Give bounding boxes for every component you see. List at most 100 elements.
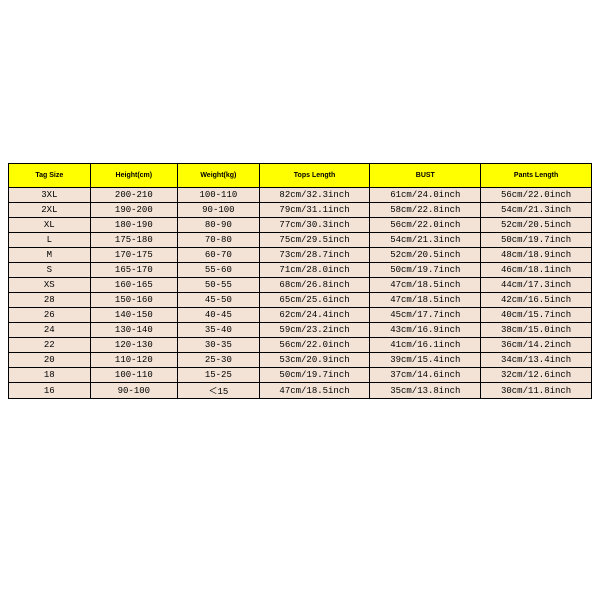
- table-cell: ＜15: [178, 383, 260, 399]
- table-cell: 200-210: [90, 188, 177, 203]
- table-cell: 60-70: [178, 248, 260, 263]
- size-chart-table: Tag SizeHeight(cm)Weight(kg)Tops LengthB…: [8, 163, 592, 399]
- table-cell: 130-140: [90, 323, 177, 338]
- table-cell: 160-165: [90, 278, 177, 293]
- table-cell: 54cm/21.3inch: [370, 233, 481, 248]
- table-header-row: Tag SizeHeight(cm)Weight(kg)Tops LengthB…: [9, 164, 592, 188]
- column-header: Height(cm): [90, 164, 177, 188]
- table-cell: 100-110: [178, 188, 260, 203]
- table-cell: 45-50: [178, 293, 260, 308]
- table-row: 26140-15040-4562cm/24.4inch45cm/17.7inch…: [9, 308, 592, 323]
- table-row: L175-18070-8075cm/29.5inch54cm/21.3inch5…: [9, 233, 592, 248]
- table-cell: 52cm/20.5inch: [481, 218, 592, 233]
- table-cell: 140-150: [90, 308, 177, 323]
- table-cell: 16: [9, 383, 91, 399]
- table-cell: 175-180: [90, 233, 177, 248]
- table-cell: 71cm/28.0inch: [259, 263, 370, 278]
- table-cell: 47cm/18.5inch: [370, 293, 481, 308]
- column-header: Weight(kg): [178, 164, 260, 188]
- table-cell: 48cm/18.9inch: [481, 248, 592, 263]
- table-cell: M: [9, 248, 91, 263]
- table-cell: 50cm/19.7inch: [481, 233, 592, 248]
- table-row: 20110-12025-3053cm/20.9inch39cm/15.4inch…: [9, 353, 592, 368]
- table-cell: 120-130: [90, 338, 177, 353]
- table-body: 3XL200-210100-11082cm/32.3inch61cm/24.0i…: [9, 188, 592, 399]
- table-cell: 56cm/22.0inch: [481, 188, 592, 203]
- table-row: XS160-16550-5568cm/26.8inch47cm/18.5inch…: [9, 278, 592, 293]
- table-cell: 41cm/16.1inch: [370, 338, 481, 353]
- table-cell: 43cm/16.9inch: [370, 323, 481, 338]
- table-cell: 45cm/17.7inch: [370, 308, 481, 323]
- table-cell: 150-160: [90, 293, 177, 308]
- table-cell: 75cm/29.5inch: [259, 233, 370, 248]
- table-cell: 40-45: [178, 308, 260, 323]
- table-cell: 50cm/19.7inch: [370, 263, 481, 278]
- table-cell: 35cm/13.8inch: [370, 383, 481, 399]
- table-cell: 62cm/24.4inch: [259, 308, 370, 323]
- table-cell: 26: [9, 308, 91, 323]
- table-cell: 77cm/30.3inch: [259, 218, 370, 233]
- table-cell: 68cm/26.8inch: [259, 278, 370, 293]
- column-header: Pants Length: [481, 164, 592, 188]
- table-cell: 52cm/20.5inch: [370, 248, 481, 263]
- table-cell: 37cm/14.6inch: [370, 368, 481, 383]
- table-cell: 55-60: [178, 263, 260, 278]
- page-canvas: Tag SizeHeight(cm)Weight(kg)Tops LengthB…: [0, 0, 600, 600]
- table-cell: 20: [9, 353, 91, 368]
- table-cell: 73cm/28.7inch: [259, 248, 370, 263]
- table-cell: 90-100: [90, 383, 177, 399]
- table-cell: 30cm/11.8inch: [481, 383, 592, 399]
- table-row: XL180-19080-9077cm/30.3inch56cm/22.0inch…: [9, 218, 592, 233]
- table-cell: XL: [9, 218, 91, 233]
- table-row: 18100-11015-2550cm/19.7inch37cm/14.6inch…: [9, 368, 592, 383]
- table-cell: 24: [9, 323, 91, 338]
- table-cell: 82cm/32.3inch: [259, 188, 370, 203]
- table-row: 28150-16045-5065cm/25.6inch47cm/18.5inch…: [9, 293, 592, 308]
- table-cell: 70-80: [178, 233, 260, 248]
- table-cell: 40cm/15.7inch: [481, 308, 592, 323]
- table-cell: 53cm/20.9inch: [259, 353, 370, 368]
- table-cell: 65cm/25.6inch: [259, 293, 370, 308]
- table-cell: 54cm/21.3inch: [481, 203, 592, 218]
- table-cell: 170-175: [90, 248, 177, 263]
- table-cell: 34cm/13.4inch: [481, 353, 592, 368]
- table-cell: 80-90: [178, 218, 260, 233]
- table-cell: 100-110: [90, 368, 177, 383]
- table-row: 24130-14035-4059cm/23.2inch43cm/16.9inch…: [9, 323, 592, 338]
- table-cell: 61cm/24.0inch: [370, 188, 481, 203]
- table-row: 2XL190-20090-10079cm/31.1inch58cm/22.8in…: [9, 203, 592, 218]
- table-cell: 2XL: [9, 203, 91, 218]
- table-cell: 3XL: [9, 188, 91, 203]
- table-cell: 190-200: [90, 203, 177, 218]
- table-cell: 79cm/31.1inch: [259, 203, 370, 218]
- table-cell: 30-35: [178, 338, 260, 353]
- table-cell: 38cm/15.0inch: [481, 323, 592, 338]
- table-cell: 56cm/22.0inch: [370, 218, 481, 233]
- column-header: BUST: [370, 164, 481, 188]
- table-cell: 90-100: [178, 203, 260, 218]
- table-cell: 56cm/22.0inch: [259, 338, 370, 353]
- table-cell: 15-25: [178, 368, 260, 383]
- table-cell: S: [9, 263, 91, 278]
- table-cell: 32cm/12.6inch: [481, 368, 592, 383]
- table-cell: 18: [9, 368, 91, 383]
- table-cell: 59cm/23.2inch: [259, 323, 370, 338]
- column-header: Tag Size: [9, 164, 91, 188]
- table-row: 1690-100＜1547cm/18.5inch35cm/13.8inch30c…: [9, 383, 592, 399]
- table-row: M170-17560-7073cm/28.7inch52cm/20.5inch4…: [9, 248, 592, 263]
- table-cell: 28: [9, 293, 91, 308]
- table-cell: L: [9, 233, 91, 248]
- table-cell: XS: [9, 278, 91, 293]
- table-cell: 35-40: [178, 323, 260, 338]
- table-cell: 180-190: [90, 218, 177, 233]
- table-cell: 47cm/18.5inch: [259, 383, 370, 399]
- table-cell: 39cm/15.4inch: [370, 353, 481, 368]
- table-cell: 47cm/18.5inch: [370, 278, 481, 293]
- table-row: 3XL200-210100-11082cm/32.3inch61cm/24.0i…: [9, 188, 592, 203]
- table-row: 22120-13030-3556cm/22.0inch41cm/16.1inch…: [9, 338, 592, 353]
- table-cell: 58cm/22.8inch: [370, 203, 481, 218]
- table-row: S165-17055-6071cm/28.0inch50cm/19.7inch4…: [9, 263, 592, 278]
- table-cell: 46cm/18.1inch: [481, 263, 592, 278]
- size-chart-container: Tag SizeHeight(cm)Weight(kg)Tops LengthB…: [8, 163, 592, 399]
- table-cell: 36cm/14.2inch: [481, 338, 592, 353]
